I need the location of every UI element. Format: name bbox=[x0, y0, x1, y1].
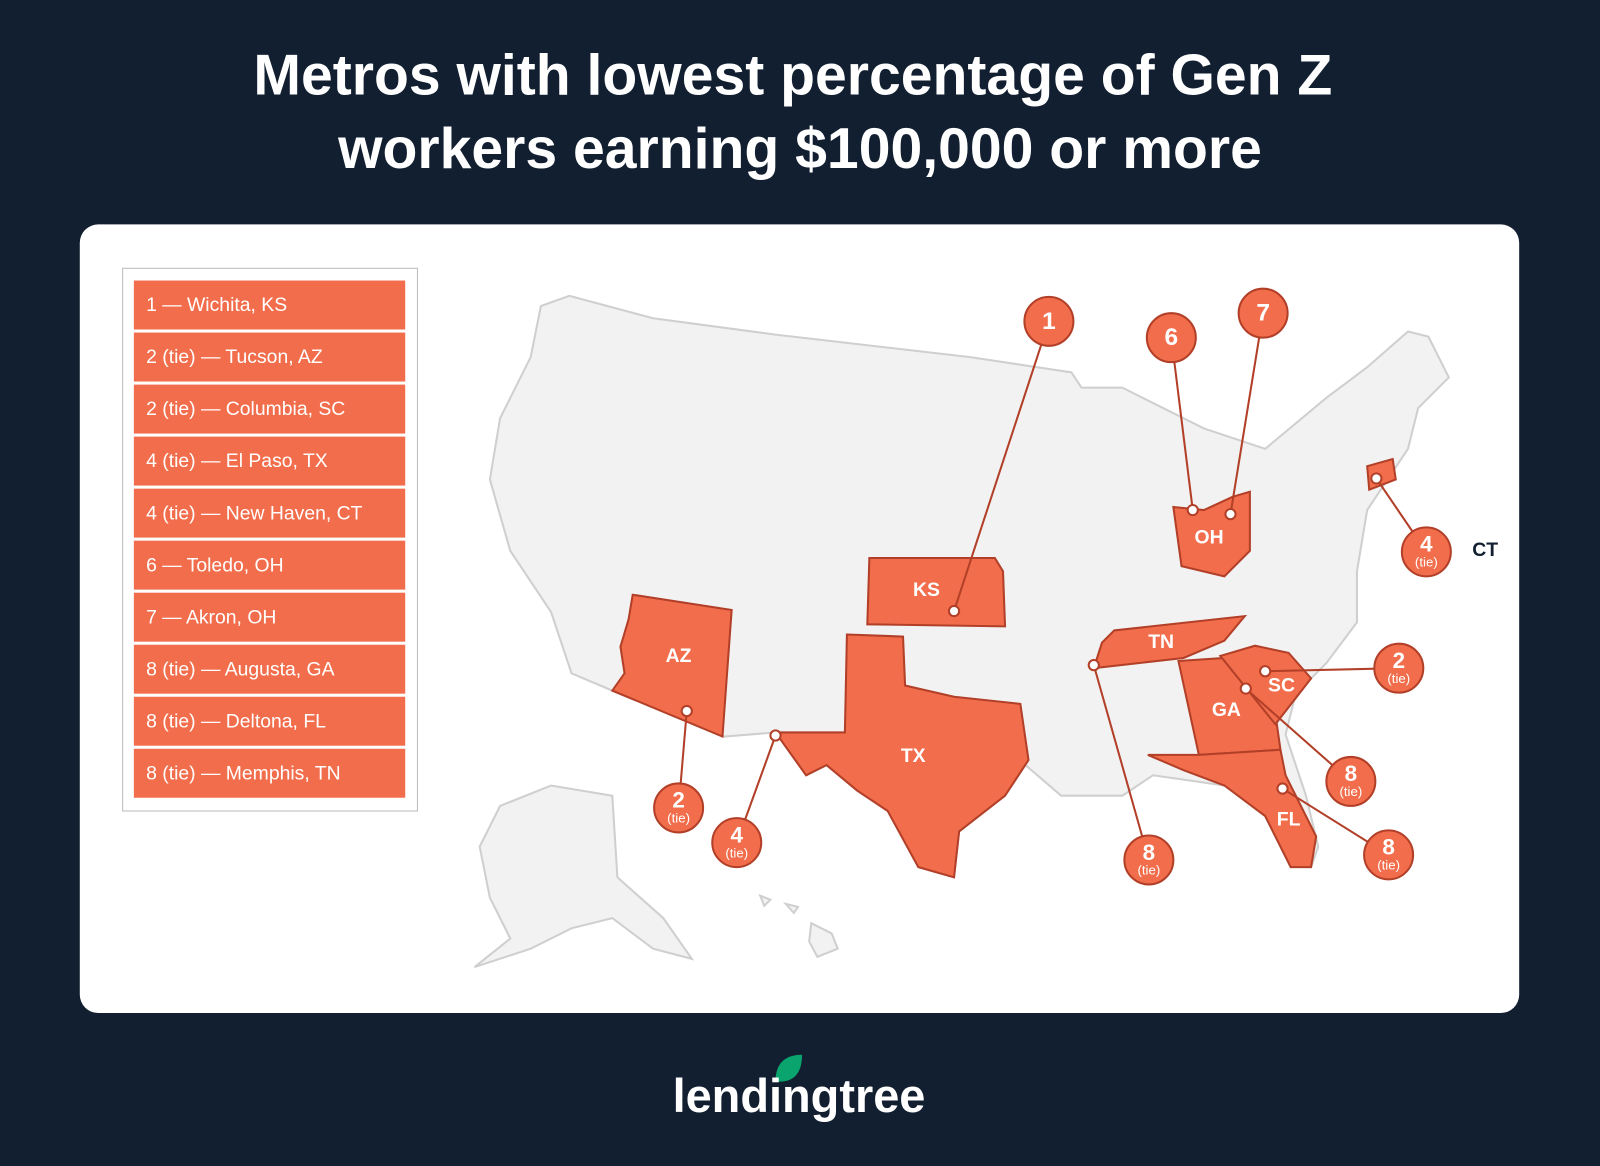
marker-rank: 6 bbox=[1165, 324, 1179, 351]
markers: 1674(tie)2(tie)8(tie)8(tie)8(tie)4(tie)2… bbox=[653, 287, 1452, 886]
marker-dot bbox=[680, 704, 693, 718]
marker-badge bbox=[1325, 755, 1377, 807]
marker-rank: 7 bbox=[1256, 300, 1270, 327]
marker-badge bbox=[1123, 834, 1175, 886]
legend-text: 8 (tie) — Augusta, GA bbox=[146, 658, 335, 680]
marker-dot bbox=[947, 604, 961, 618]
marker-dot bbox=[1239, 682, 1252, 695]
marker-note: (tie) bbox=[1377, 858, 1400, 873]
marker-dot bbox=[1087, 658, 1100, 672]
marker-badge bbox=[1237, 287, 1289, 339]
marker-dot bbox=[1370, 472, 1383, 485]
marker-badge bbox=[653, 782, 705, 834]
marker-badge bbox=[1400, 526, 1452, 578]
marker-rank: 1 bbox=[1042, 308, 1056, 335]
legend-text: 8 (tie) — Memphis, TN bbox=[146, 762, 341, 784]
state-label: SC bbox=[1268, 675, 1295, 697]
marker-dot bbox=[1276, 782, 1289, 795]
state-label: KS bbox=[913, 579, 940, 601]
title-line: Metros with lowest percentage of Gen Z bbox=[253, 44, 1332, 108]
legend-text: 1 — Wichita, KS bbox=[146, 294, 287, 316]
legend-text: 4 (tie) — New Haven, CT bbox=[146, 502, 363, 524]
leader-line bbox=[1170, 337, 1194, 511]
marker-note: (tie) bbox=[1387, 671, 1410, 686]
marker-rank: 4 bbox=[731, 822, 744, 847]
marker-rank: 8 bbox=[1382, 835, 1394, 860]
state-shape bbox=[610, 593, 733, 739]
marker-note: (tie) bbox=[1339, 784, 1362, 799]
marker-rank: 8 bbox=[1143, 840, 1155, 865]
highlighted-states: KS AZ TX TN OH GA SC FL bbox=[610, 457, 1397, 879]
marker-badge bbox=[1145, 312, 1197, 364]
legend-item bbox=[133, 592, 406, 642]
state-label: TN bbox=[1148, 631, 1174, 653]
state-shape bbox=[1218, 644, 1313, 726]
legend-text: 6 — Toledo, OH bbox=[146, 554, 283, 576]
legend-text: 4 (tie) — El Paso, TX bbox=[146, 450, 328, 472]
marker-rank: 2 bbox=[672, 788, 684, 813]
marker-note: (tie) bbox=[667, 811, 690, 826]
marker-dot bbox=[1224, 508, 1237, 521]
legend-text: 2 (tie) — Tucson, AZ bbox=[146, 346, 323, 368]
state-shape bbox=[1177, 656, 1282, 756]
marker-note: (tie) bbox=[1137, 863, 1160, 878]
state-label: FL bbox=[1277, 808, 1301, 830]
state-shape bbox=[1147, 748, 1318, 869]
legend-item bbox=[133, 488, 406, 538]
hawaii bbox=[758, 893, 840, 959]
legend-item bbox=[133, 644, 406, 694]
legend-item bbox=[133, 748, 406, 798]
state-label: GA bbox=[1212, 699, 1241, 721]
marker-note: (tie) bbox=[725, 845, 748, 860]
legend-item bbox=[133, 540, 406, 590]
marker-rank: 4 bbox=[1420, 532, 1433, 557]
leader-line bbox=[953, 321, 1050, 612]
state-label: TX bbox=[901, 745, 926, 767]
legend-text: 8 (tie) — Deltona, FL bbox=[146, 710, 326, 732]
marker-rank: 2 bbox=[1393, 648, 1405, 673]
leader-line bbox=[1229, 313, 1265, 515]
logo-leaf bbox=[775, 1054, 803, 1082]
state-shape bbox=[1092, 614, 1248, 670]
state-label: OH bbox=[1195, 527, 1224, 549]
marker-badge bbox=[1373, 642, 1425, 694]
logo-text: lendingtree bbox=[673, 1070, 926, 1122]
legend-item bbox=[133, 280, 406, 330]
marker-dot bbox=[1186, 503, 1199, 517]
legend-text: 2 (tie) — Columbia, SC bbox=[146, 398, 345, 420]
legend-item bbox=[133, 436, 406, 486]
legend-text: 7 — Akron, OH bbox=[146, 606, 276, 628]
title-line: workers earning $100,000 or more bbox=[337, 117, 1262, 181]
state-shape bbox=[866, 556, 1007, 628]
marker-dot bbox=[1259, 665, 1272, 678]
marker-badge bbox=[1023, 295, 1075, 347]
legend-item bbox=[133, 696, 406, 746]
state-label: AZ bbox=[666, 645, 692, 667]
marker-note: (tie) bbox=[1415, 555, 1438, 570]
leader-line bbox=[1092, 664, 1150, 861]
legend-item bbox=[133, 332, 406, 382]
outside-state-label: CT bbox=[1472, 539, 1498, 561]
legend-item bbox=[133, 384, 406, 434]
state-shape bbox=[773, 633, 1030, 879]
marker-badge bbox=[711, 817, 763, 869]
alaska bbox=[473, 784, 695, 969]
marker-rank: 8 bbox=[1345, 761, 1357, 786]
marker-badge bbox=[1363, 829, 1415, 881]
marker-dot bbox=[769, 729, 782, 742]
